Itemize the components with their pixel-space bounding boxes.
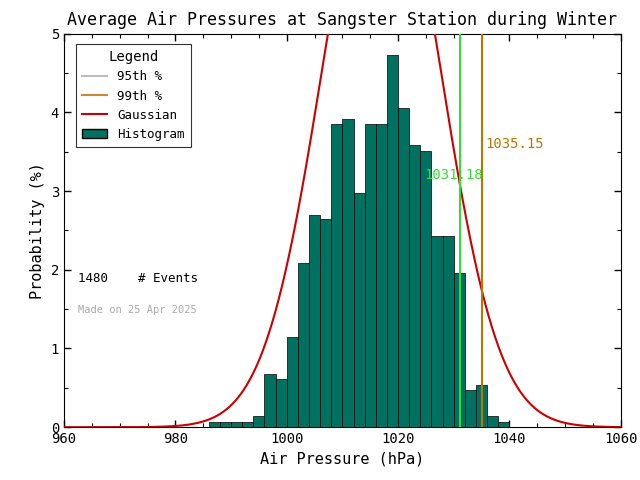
Bar bbox=[353, 193, 365, 427]
Bar bbox=[220, 422, 231, 427]
Bar bbox=[320, 219, 332, 427]
Text: Made on 25 Apr 2025: Made on 25 Apr 2025 bbox=[78, 305, 196, 315]
Bar bbox=[387, 55, 398, 427]
Bar bbox=[454, 273, 465, 427]
Legend: 95th %, 99th %, Gaussian, Histogram: 95th %, 99th %, Gaussian, Histogram bbox=[76, 44, 191, 147]
Bar bbox=[398, 108, 409, 427]
Bar bbox=[287, 336, 298, 427]
Bar bbox=[365, 124, 376, 427]
Y-axis label: Probability (%): Probability (%) bbox=[30, 162, 45, 299]
Bar bbox=[376, 124, 387, 427]
Title: Average Air Pressures at Sangster Station during Winter: Average Air Pressures at Sangster Statio… bbox=[67, 11, 618, 29]
Bar bbox=[476, 384, 487, 427]
Text: 1480    # Events: 1480 # Events bbox=[78, 272, 198, 285]
X-axis label: Air Pressure (hPa): Air Pressure (hPa) bbox=[260, 452, 424, 467]
Bar bbox=[231, 422, 242, 427]
Text: 1031.18: 1031.18 bbox=[424, 168, 483, 182]
Bar bbox=[409, 145, 420, 427]
Bar bbox=[209, 422, 220, 427]
Bar bbox=[342, 119, 353, 427]
Bar bbox=[487, 416, 499, 427]
Bar bbox=[431, 236, 443, 427]
Bar bbox=[443, 236, 454, 427]
Bar bbox=[332, 124, 342, 427]
Bar bbox=[420, 151, 431, 427]
Bar bbox=[242, 422, 253, 427]
Text: 1035.15: 1035.15 bbox=[485, 137, 544, 151]
Bar bbox=[499, 422, 509, 427]
Bar bbox=[465, 390, 476, 427]
Bar bbox=[264, 373, 276, 427]
Bar bbox=[276, 379, 287, 427]
Bar bbox=[253, 416, 264, 427]
Bar bbox=[298, 263, 309, 427]
Bar bbox=[309, 215, 320, 427]
